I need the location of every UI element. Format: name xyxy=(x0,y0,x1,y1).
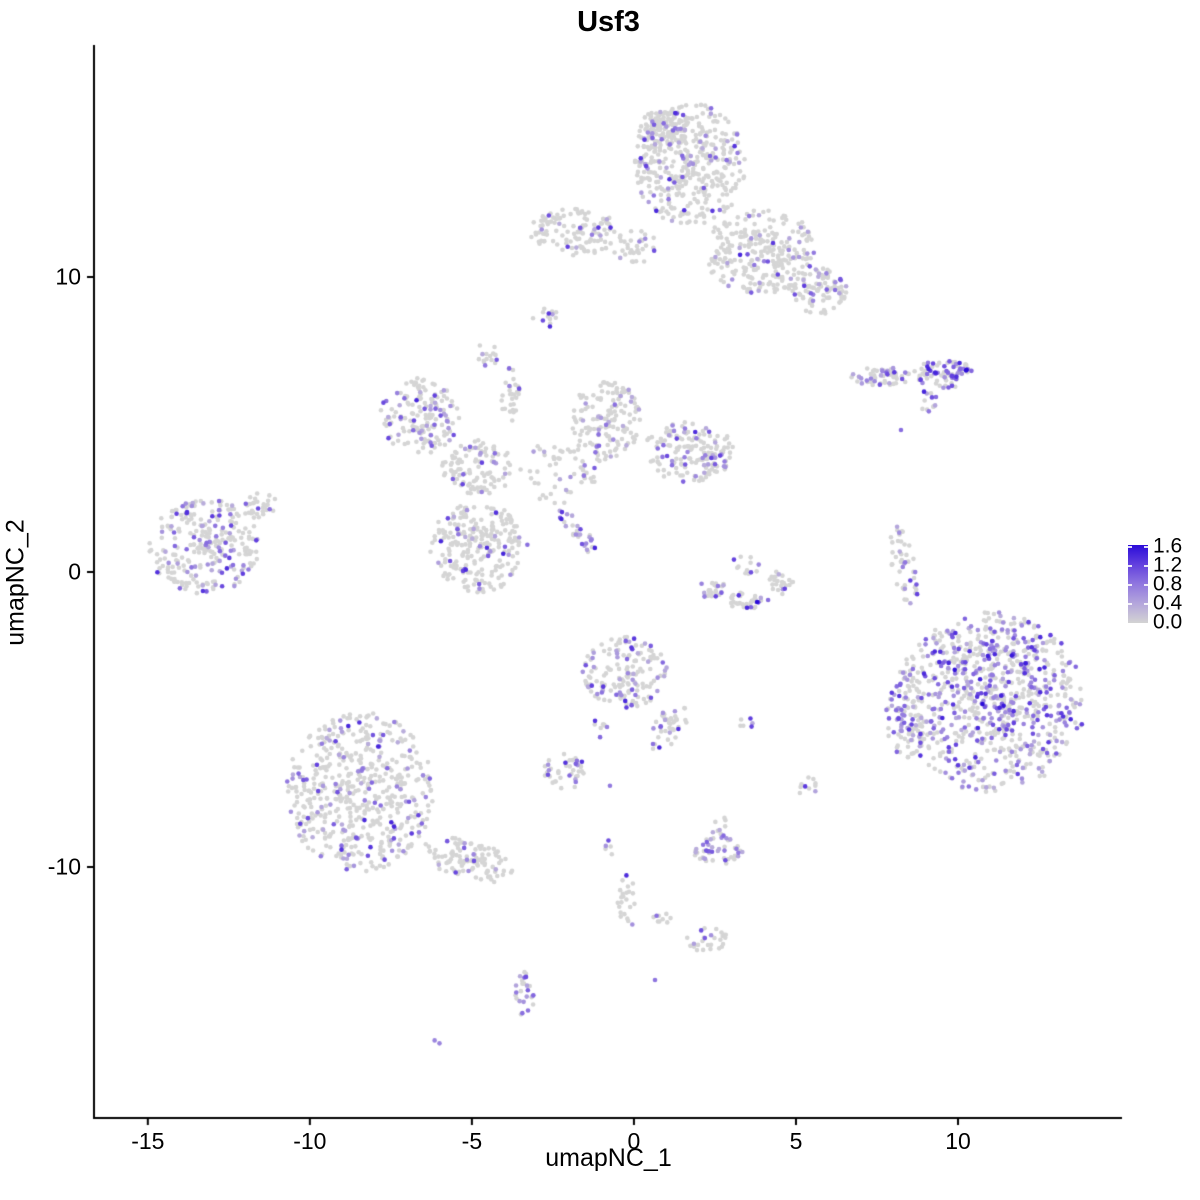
colorbar-tick-label: 1.6 xyxy=(1153,534,1183,558)
colorbar-tick-label: 0.8 xyxy=(1153,572,1183,596)
colorbar-tick-label: 0.4 xyxy=(1153,591,1183,615)
colorbar-tick-label: 1.2 xyxy=(1153,553,1183,577)
x-tick-label: 10 xyxy=(945,1128,971,1154)
x-tick-label: 5 xyxy=(789,1128,803,1154)
y-axis-label: umapNC_2 xyxy=(1,519,30,646)
colorbar-tick xyxy=(1128,546,1132,549)
y-tick-label: -10 xyxy=(47,853,81,880)
x-tick-label: -15 xyxy=(131,1128,165,1154)
x-tick-label: -10 xyxy=(293,1128,327,1154)
colorbar-gradient xyxy=(1128,545,1148,623)
chart-title: Usf3 xyxy=(577,6,640,38)
colorbar-tick xyxy=(1128,603,1132,606)
x-axis-label: umapNC_1 xyxy=(545,1144,672,1172)
colorbar-tick xyxy=(1144,584,1148,587)
x-tick-label: -5 xyxy=(461,1128,483,1154)
x-tick-label: 0 xyxy=(627,1128,641,1154)
colorbar-tick xyxy=(1144,565,1148,568)
colorbar-tick xyxy=(1144,603,1148,606)
expression-colorbar-legend: 1.6 1.2 0.8 0.4 0.0 xyxy=(1128,535,1198,634)
colorbar-tick xyxy=(1144,546,1148,549)
colorbar-tick-label: 0.0 xyxy=(1153,610,1183,634)
y-tick-label: 0 xyxy=(68,558,81,585)
y-tick-label: 10 xyxy=(55,263,81,290)
colorbar-tick xyxy=(1128,565,1132,568)
colorbar-tick xyxy=(1128,584,1132,587)
